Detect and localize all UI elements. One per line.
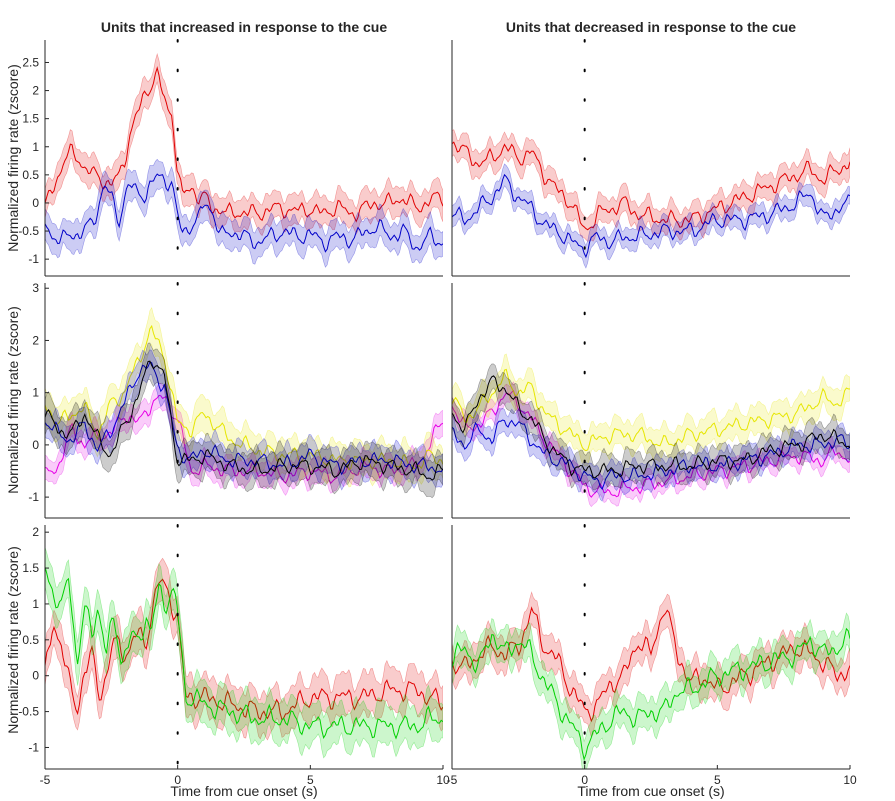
- y-tick-label: -1: [28, 740, 39, 754]
- series-2-line: [452, 419, 850, 490]
- series-1-band: [452, 353, 850, 467]
- y-tick-label: 2.5: [22, 55, 39, 69]
- series-1-line: [452, 368, 850, 452]
- panel-4: -1 -0.5 0 0.5 1 1.5 2 -5 0 5 10: [18, 524, 450, 787]
- panel-2: -1 0 1 2 3: [28, 281, 443, 519]
- series-1-line: [45, 324, 443, 471]
- x-tick-label: -5: [40, 773, 51, 787]
- panels: -1-0.500.511.522.5-10123-1-0.500.511.52-…: [18, 39, 857, 787]
- panel-1: [451, 39, 850, 277]
- plot-area-3: [452, 353, 850, 508]
- plot-area-1: [452, 129, 850, 269]
- y-tick-label: -0.5: [18, 705, 39, 719]
- series-1-line: [45, 173, 443, 253]
- x-tick-label: 0: [174, 773, 181, 787]
- series-1-band: [452, 163, 850, 269]
- series-1-band: [452, 612, 850, 769]
- series-0-line: [452, 141, 850, 231]
- y-tick-label: 1.5: [22, 112, 39, 126]
- x-tick-label: 10: [843, 773, 857, 787]
- y-tick-label: 0: [32, 438, 39, 452]
- series-3-line: [45, 360, 443, 481]
- y-tick-label: 3: [32, 281, 39, 295]
- series-1-line: [452, 627, 850, 762]
- y-tick-label: 2: [32, 525, 39, 539]
- series-3-line: [452, 375, 850, 479]
- y-tick-label: 2: [32, 84, 39, 98]
- series-0-band: [45, 557, 443, 741]
- y-axis-label-middle: Normalized firing rate (zscore): [5, 306, 21, 494]
- series-0-band: [45, 52, 443, 237]
- series-3-band: [45, 342, 443, 499]
- y-tick-label: 0.5: [22, 168, 39, 182]
- panel-title-right: Units that decreased in response to the …: [506, 19, 796, 35]
- plot-area-4: [45, 546, 443, 759]
- x-axis-label-left: Time from cue onset (s): [170, 783, 317, 799]
- plot-area-5: [452, 591, 850, 769]
- series-2-band: [45, 349, 443, 491]
- series-0-line: [452, 606, 850, 723]
- y-tick-label: 1: [32, 597, 39, 611]
- panel-3: [451, 282, 850, 519]
- series-0-band: [452, 381, 850, 508]
- y-tick-label: -1: [28, 252, 39, 266]
- y-tick-label: -1: [28, 490, 39, 504]
- plot-area-0: [45, 52, 443, 268]
- y-tick-label: 1: [32, 140, 39, 154]
- y-tick-label: 1.5: [22, 561, 39, 575]
- x-tick-label: -5: [447, 773, 458, 787]
- series-1-band: [45, 158, 443, 268]
- y-tick-label: 2: [32, 333, 39, 347]
- series-0-line: [45, 66, 443, 223]
- panel-5: -5 0 5 10: [447, 524, 857, 787]
- series-1-line: [45, 566, 443, 740]
- y-tick-label: 0: [32, 196, 39, 210]
- x-tick-label: 0: [581, 773, 588, 787]
- x-tick-label: 5: [307, 773, 314, 787]
- y-tick-label: -0.5: [18, 224, 39, 238]
- panel-0: -1 -0.5 0 0.5 1 1.5 2 2.5: [18, 39, 443, 277]
- series-1-line: [452, 173, 850, 259]
- series-0-line: [45, 578, 443, 721]
- x-tick-label: 10: [436, 773, 450, 787]
- y-axis-label-top: Normalized firing rate (zscore): [5, 64, 21, 252]
- panel-title-left: Units that increased in response to the …: [101, 19, 388, 35]
- y-axis-label-bottom: Normalized firing rate (zscore): [5, 546, 21, 734]
- x-tick-label: 5: [714, 773, 721, 787]
- series-0-band: [452, 591, 850, 738]
- y-tick-label: 1: [32, 386, 39, 400]
- x-axis-label-right: Time from cue onset (s): [577, 783, 724, 799]
- y-tick-label: 0.5: [22, 633, 39, 647]
- plot-area-2: [45, 307, 443, 499]
- y-tick-label: 0: [32, 669, 39, 683]
- series-0-line: [45, 394, 443, 485]
- series-2-line: [45, 361, 443, 476]
